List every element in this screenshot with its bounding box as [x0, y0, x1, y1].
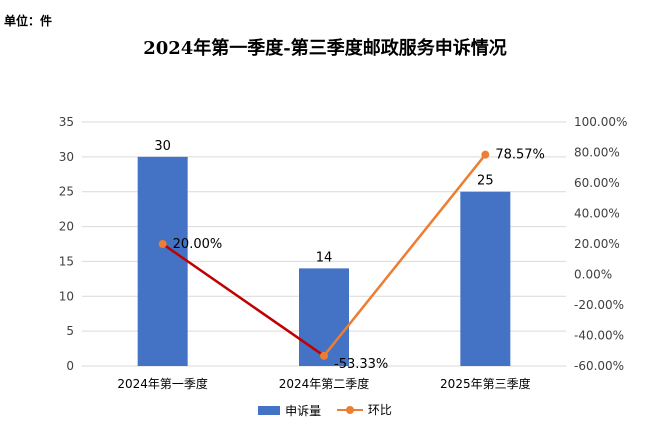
- y-right-tick-label: 60.00%: [574, 176, 620, 190]
- chart: 0 5 10 15 20 25 30 35 -60.00% -40.00% -20.00% 0.00%…: [59, 115, 628, 391]
- line-point: [481, 150, 490, 159]
- bar: [460, 191, 511, 366]
- x-tick-label: 2024年第一季度: [117, 376, 208, 391]
- bar-data-label: 14: [316, 250, 333, 265]
- legend-line-swatch: [336, 405, 363, 415]
- legend: 申诉量 环比: [0, 401, 650, 419]
- bar: [137, 156, 188, 366]
- bar-data-label: 30: [154, 139, 171, 154]
- bar-data-label: 25: [477, 174, 494, 189]
- y-left-tick-label: 20: [59, 220, 74, 234]
- bar: [299, 268, 349, 366]
- line-data-label: 20.00%: [173, 237, 223, 252]
- y-right-tick-label: -40.00%: [574, 329, 624, 343]
- y-right-tick-label: 80.00%: [574, 146, 620, 160]
- y-right-tick-label: 40.00%: [574, 207, 620, 221]
- x-tick-label: 2024年第二季度: [279, 376, 370, 391]
- y-left-tick-label: 5: [66, 324, 74, 338]
- y-right-tick-label: 0.00%: [574, 268, 612, 282]
- line-point: [158, 240, 167, 248]
- line-data-label: -53.33%: [334, 357, 388, 372]
- y-right-tick-label: -60.00%: [574, 359, 624, 373]
- line-point: [320, 351, 328, 360]
- line-data-label: 78.57%: [495, 148, 545, 163]
- y-left-tick-label: 25: [59, 185, 74, 199]
- chart-title: 2024年第一季度-第三季度邮政服务申诉情况: [143, 38, 507, 59]
- y-right-tick-label: 100.00%: [574, 115, 627, 129]
- line-segment: [161, 242, 325, 357]
- legend-bar-label: 申诉量: [285, 403, 322, 418]
- legend-item-line: 环比: [336, 401, 392, 418]
- legend-line-label: 环比: [367, 403, 392, 417]
- y-right-tick-label: -20.00%: [574, 298, 624, 312]
- legend-bar-swatch: [258, 405, 281, 415]
- x-tick-label: 2025年第三季度: [440, 376, 531, 391]
- line-segment: [323, 153, 487, 357]
- y-left-tick-label: 0: [66, 359, 74, 373]
- y-left-tick-label: 35: [59, 115, 74, 129]
- y-right-tick-label: 20.00%: [574, 237, 620, 251]
- legend-item-bar: 申诉量: [258, 402, 321, 419]
- unit-label: 单位：件: [4, 14, 53, 28]
- y-left-tick-label: 10: [59, 289, 74, 303]
- y-left-tick-label: 30: [59, 150, 74, 164]
- y-left-tick-label: 15: [59, 254, 74, 268]
